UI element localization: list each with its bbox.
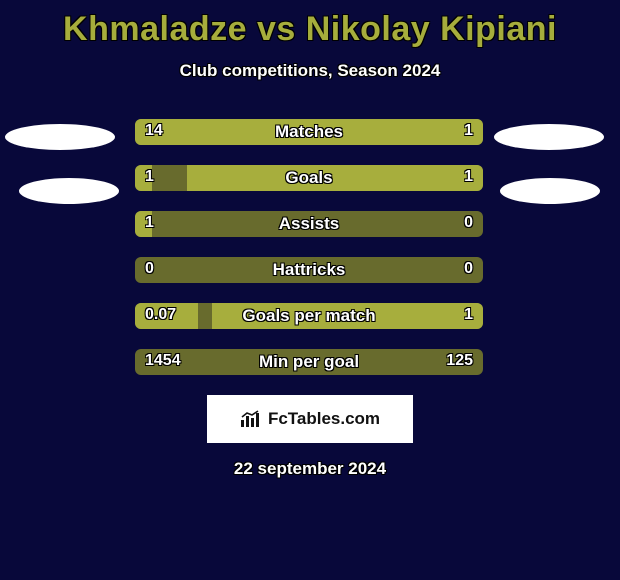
player-photo-right-2 [500, 178, 600, 204]
stat-row: 1 Assists 0 [0, 211, 620, 237]
bar-track: 1454 Min per goal 125 [135, 349, 483, 375]
bar-track: 14 Matches 1 [135, 119, 483, 145]
value-left: 0 [145, 260, 154, 278]
watermark: FcTables.com [240, 409, 380, 429]
bar-segment-right [212, 303, 483, 329]
stat-rows: 14 Matches 1 1 Goals 1 1 Assists 0 0 Hat… [0, 119, 620, 375]
bar-track: 1 Goals 1 [135, 165, 483, 191]
watermark-text: FcTables.com [268, 409, 380, 429]
chart-icon [240, 410, 262, 428]
player-photo-right-1 [494, 124, 604, 150]
value-left: 1454 [145, 352, 181, 370]
stat-label: Assists [135, 214, 483, 234]
bar-track: 0.07 Goals per match 1 [135, 303, 483, 329]
bar-track: 0 Hattricks 0 [135, 257, 483, 283]
watermark-box: FcTables.com [207, 395, 413, 443]
subtitle: Club competitions, Season 2024 [0, 61, 620, 81]
stat-row: 0 Hattricks 0 [0, 257, 620, 283]
stat-row: 1454 Min per goal 125 [0, 349, 620, 375]
player-photo-left-1 [5, 124, 115, 150]
page-title: Khmaladze vs Nikolay Kipiani [0, 0, 620, 49]
stat-row: 0.07 Goals per match 1 [0, 303, 620, 329]
date-label: 22 september 2024 [0, 459, 620, 479]
bar-segment-left [135, 211, 152, 237]
bar-track: 1 Assists 0 [135, 211, 483, 237]
bar-segment-left [135, 165, 152, 191]
value-right: 0 [464, 260, 473, 278]
bar-segment-left [135, 303, 198, 329]
value-right: 125 [446, 352, 473, 370]
player-photo-left-2 [19, 178, 119, 204]
bar-segment-right [403, 119, 483, 145]
stat-label: Min per goal [135, 352, 483, 372]
bar-segment-left [135, 119, 403, 145]
stat-label: Hattricks [135, 260, 483, 280]
bar-segment-right [187, 165, 483, 191]
value-right: 0 [464, 214, 473, 232]
